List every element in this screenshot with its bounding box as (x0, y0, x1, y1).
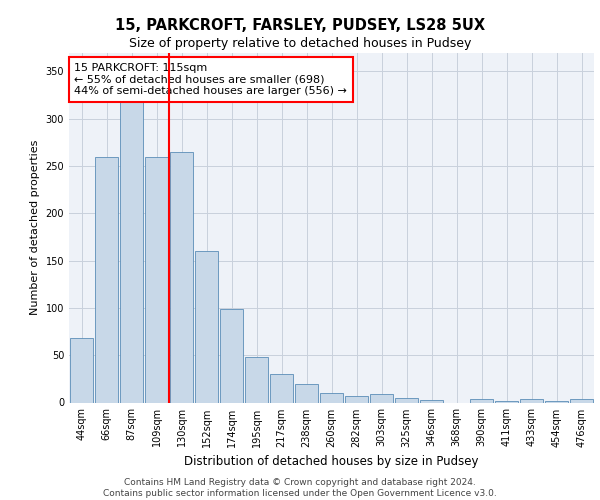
Text: 15, PARKCROFT, FARSLEY, PUDSEY, LS28 5UX: 15, PARKCROFT, FARSLEY, PUDSEY, LS28 5UX (115, 18, 485, 32)
Bar (194, 251, 218, 402)
Bar (370, 394, 394, 402)
Bar (245, 357, 268, 403)
Y-axis label: Number of detached properties: Number of detached properties (30, 140, 40, 315)
Bar (320, 393, 343, 402)
X-axis label: Distribution of detached houses by size in Pudsey: Distribution of detached houses by size … (184, 455, 479, 468)
Bar (545, 400, 568, 402)
Text: Size of property relative to detached houses in Pudsey: Size of property relative to detached ho… (129, 38, 471, 51)
Bar (520, 398, 544, 402)
Bar (145, 156, 169, 402)
Bar (344, 396, 368, 402)
Bar (494, 400, 518, 402)
Bar (70, 338, 94, 402)
Bar (419, 400, 443, 402)
Bar (95, 156, 118, 402)
Bar (569, 398, 593, 402)
Bar (295, 384, 319, 402)
Bar (220, 309, 244, 402)
Text: 15 PARKCROFT: 115sqm
← 55% of detached houses are smaller (698)
44% of semi-deta: 15 PARKCROFT: 115sqm ← 55% of detached h… (74, 63, 347, 96)
Bar (269, 374, 293, 402)
Bar (470, 398, 493, 402)
Text: Contains HM Land Registry data © Crown copyright and database right 2024.
Contai: Contains HM Land Registry data © Crown c… (103, 478, 497, 498)
Bar (119, 90, 143, 403)
Bar (395, 398, 418, 402)
Bar (170, 152, 193, 403)
